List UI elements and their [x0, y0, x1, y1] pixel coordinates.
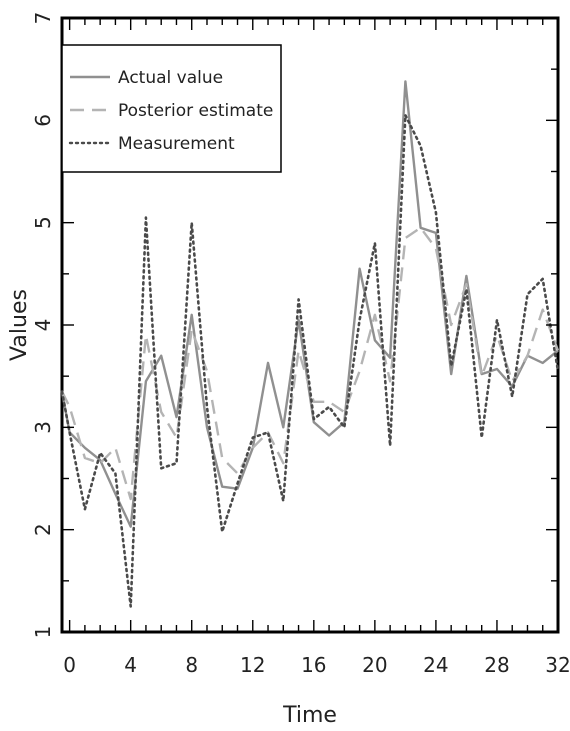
y-axis-ticks: 1 2 3 4 5 6 7: [31, 12, 558, 639]
legend-label: Posterior estimate: [118, 101, 273, 121]
y-tick-label: 5: [31, 216, 55, 229]
y-tick-label: 7: [31, 12, 55, 25]
legend-label: Measurement: [118, 134, 235, 154]
x-axis-title: Time: [282, 703, 337, 728]
legend: Actual value Posterior estimate Measuremen…: [61, 44, 282, 173]
x-tick-label: 4: [124, 653, 137, 677]
legend-entries: Actual value Posterior estimate Measuremen…: [68, 68, 273, 154]
y-tick-label: 4: [31, 319, 55, 332]
x-tick-label: 32: [545, 653, 570, 677]
x-tick-label: 8: [185, 653, 198, 677]
x-tick-label: 28: [484, 653, 509, 677]
legend-label: Actual value: [118, 68, 223, 88]
y-tick-label: 3: [31, 421, 55, 434]
x-axis-ticks: 0 4 8 12 16 20 24 28 32: [63, 18, 570, 677]
y-axis-title: Values: [7, 289, 32, 361]
series-line-measurement: [60, 113, 560, 608]
x-tick-label: 0: [63, 653, 76, 677]
y-tick-label: 6: [31, 114, 55, 127]
x-tick-label: 20: [362, 653, 387, 677]
x-tick-label: 24: [423, 653, 448, 677]
series-layer: [60, 80, 560, 608]
x-tick-label: 16: [301, 653, 326, 677]
y-tick-label: 2: [31, 523, 55, 536]
x-tick-label: 12: [240, 653, 265, 677]
y-tick-label: 1: [31, 626, 55, 639]
legend-box: [61, 44, 282, 173]
